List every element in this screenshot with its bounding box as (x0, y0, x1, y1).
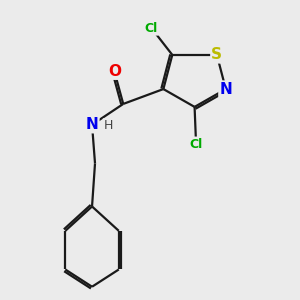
Text: O: O (108, 64, 121, 79)
Text: H: H (103, 119, 113, 132)
Text: N: N (219, 82, 232, 97)
Text: N: N (86, 117, 98, 132)
Text: Cl: Cl (189, 138, 203, 151)
Text: Cl: Cl (145, 22, 158, 34)
Text: S: S (212, 47, 222, 62)
